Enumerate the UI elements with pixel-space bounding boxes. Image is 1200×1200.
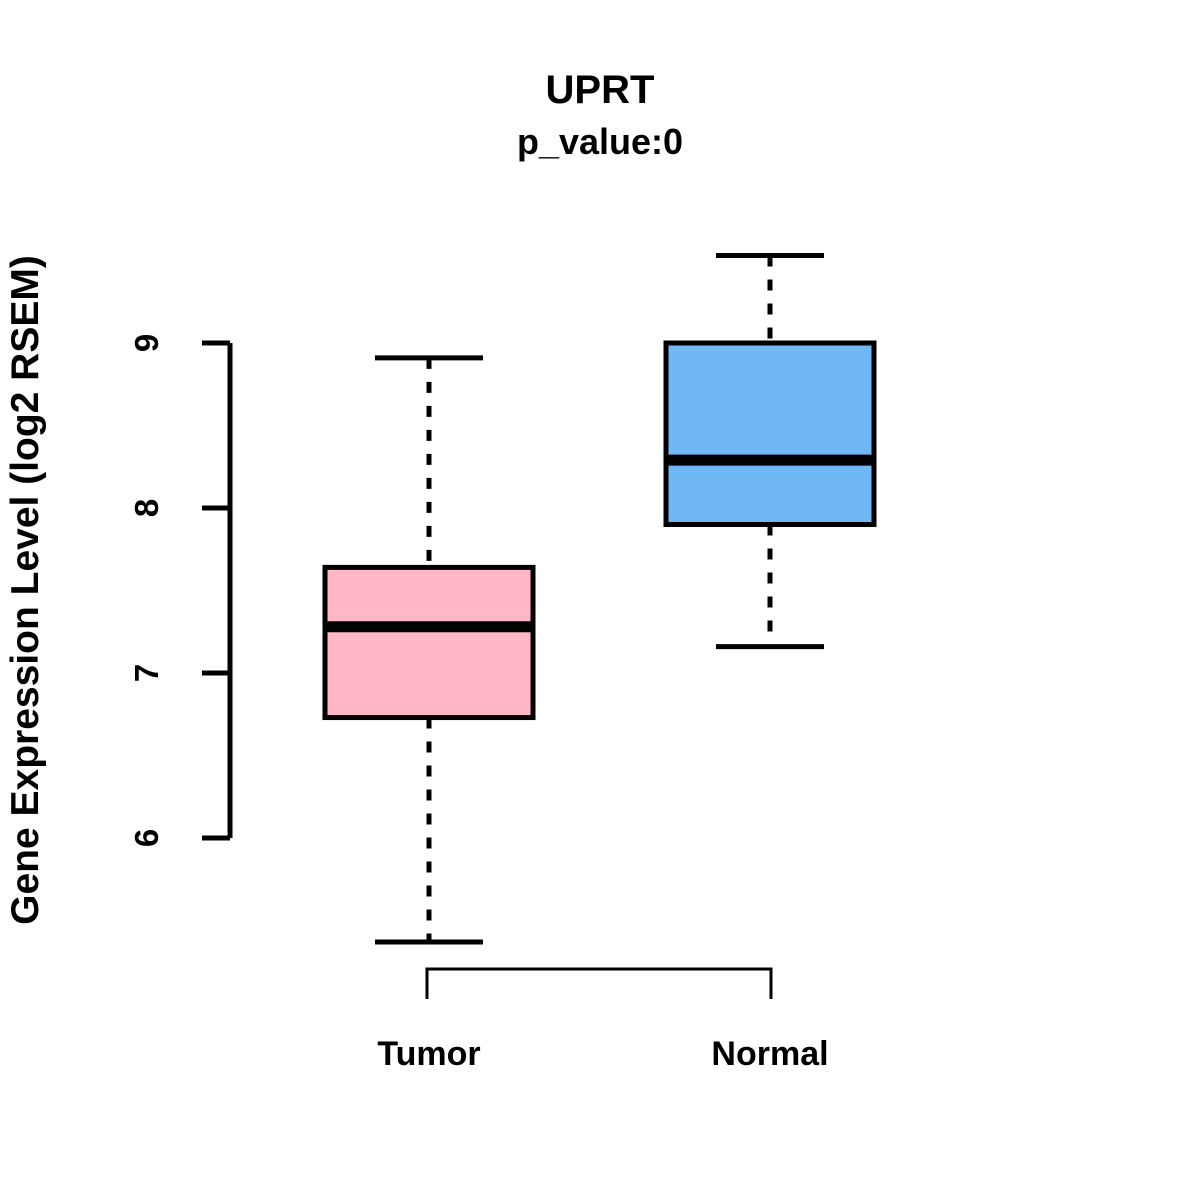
y-axis: 9 8 7 6 — [128, 334, 233, 847]
y-tick-label-6: 6 — [128, 829, 165, 847]
box-group-normal — [663, 253, 877, 650]
box-group-tumor — [322, 355, 536, 945]
y-tick-label-9: 9 — [128, 334, 165, 352]
x-tick-label-tumor: Tumor — [377, 1035, 480, 1073]
y-tick-label-8: 8 — [128, 499, 165, 517]
y-tick-label-7: 7 — [128, 664, 165, 682]
x-axis-bracket — [425, 967, 773, 999]
y-axis-title: Gene Expression Level (log2 RSEM) — [4, 255, 47, 925]
x-axis: Tumor Normal — [377, 967, 829, 1073]
box-normal — [663, 340, 877, 527]
chart-subtitle: p_value:0 — [517, 121, 683, 162]
box-tumor — [322, 564, 536, 721]
chart-title: UPRT — [546, 68, 655, 112]
x-tick-label-normal: Normal — [711, 1035, 828, 1073]
